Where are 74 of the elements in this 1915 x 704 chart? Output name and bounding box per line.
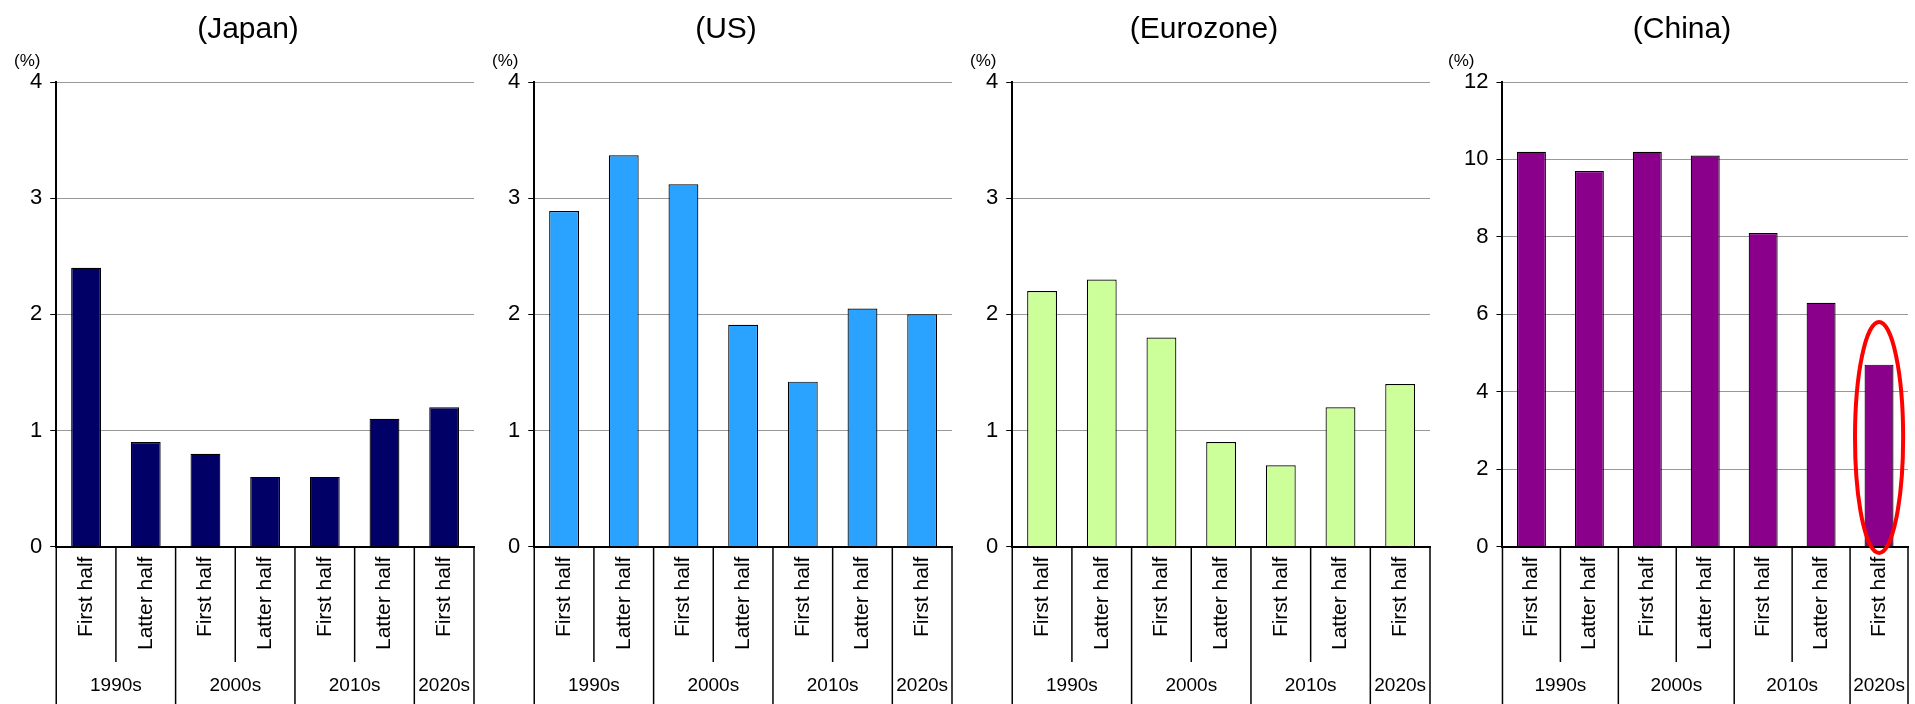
x-tick-label: First half [1634, 556, 1658, 638]
y-tick-label: 4 [985, 68, 999, 94]
y-tick-label: 4 [507, 68, 521, 94]
chart-title: (US) [695, 11, 757, 45]
x-tick-label: Latter half [729, 556, 753, 651]
chart-title: (Japan) [197, 11, 299, 45]
x-tick-label: First half [670, 556, 694, 638]
y-tick-label: 3 [507, 184, 521, 210]
y-tick-label: 0 [507, 532, 521, 558]
x-tick-label: Latter half [1327, 556, 1351, 651]
text: 2020s [1853, 674, 1905, 696]
text: 1990s [90, 674, 142, 696]
x-tick-label: First half [1386, 556, 1410, 638]
chart-title: (Eurozone) [1129, 11, 1279, 45]
x-tick-label: Latter half [1807, 556, 1831, 651]
text: 2010s [1766, 674, 1819, 696]
x-tick-label: First half [1148, 556, 1172, 638]
x-tick-label: First half [1865, 556, 1889, 638]
y-axis-title: (%) [492, 51, 519, 71]
text: 2020s [418, 674, 471, 696]
y-tick-label: 2 [1476, 455, 1489, 481]
text: 2000s [209, 674, 262, 696]
y-axis-title: (%) [970, 51, 997, 71]
y-tick-label: 8 [1476, 222, 1489, 248]
x-tick-label: Latter half [1576, 556, 1600, 651]
x-tick-label: Latter half [371, 556, 395, 651]
x-tick-label: First half [311, 556, 335, 638]
y-tick-label: 2 [29, 300, 43, 326]
text: 2010s [806, 674, 859, 696]
text: 1990s [568, 674, 620, 696]
y-tick-label: 2 [985, 300, 999, 326]
x-tick-label: First half [908, 556, 932, 638]
x-tick-label: Latter half [610, 556, 634, 651]
x-tick-label: First half [72, 556, 96, 638]
y-tick-label: 0 [29, 532, 43, 558]
x-tick-label: Latter half [1692, 556, 1716, 651]
x-tick-label: First half [192, 556, 216, 638]
y-tick-label: 4 [29, 68, 43, 94]
y-tick-label: 12 [1463, 68, 1489, 94]
y-tick-label: 0 [985, 532, 999, 558]
y-axis-title: (%) [14, 51, 41, 71]
text: 1990s [1046, 674, 1098, 696]
y-tick-label: 3 [29, 184, 43, 210]
y-tick-label: 3 [985, 184, 999, 210]
y-tick-label: 2 [507, 300, 521, 326]
x-tick-label: First half [1749, 556, 1773, 638]
x-tick-label: First half [789, 556, 813, 638]
y-tick-label: 1 [29, 416, 43, 442]
x-tick-label: Latter half [251, 556, 275, 651]
chart-title: (China) [1632, 11, 1732, 45]
x-tick-label: Latter half [1088, 556, 1112, 651]
y-tick-label: 4 [1476, 377, 1489, 403]
text: 2000s [1165, 674, 1218, 696]
x-tick-label: First half [1028, 556, 1052, 638]
text: 2010s [1284, 674, 1337, 696]
text: 2000s [1650, 674, 1703, 696]
y-tick-label: 1 [507, 416, 521, 442]
x-tick-label: Latter half [1207, 556, 1231, 651]
text: 2010s [328, 674, 381, 696]
y-tick-label: 6 [1476, 300, 1489, 326]
text: 2000s [687, 674, 740, 696]
x-tick-label: First half [1267, 556, 1291, 638]
x-tick-label: First half [550, 556, 574, 638]
y-tick-label: 1 [985, 416, 999, 442]
x-tick-label: Latter half [849, 556, 873, 651]
y-tick-label: 0 [1476, 532, 1489, 558]
y-axis-title: (%) [1448, 51, 1475, 71]
text: 2020s [1374, 674, 1427, 696]
x-tick-label: First half [1518, 556, 1542, 638]
text: 2020s [896, 674, 949, 696]
x-tick-label: Latter half [132, 556, 156, 651]
x-tick-label: First half [430, 556, 454, 638]
text: 1990s [1534, 674, 1587, 696]
y-tick-label: 10 [1463, 145, 1489, 171]
